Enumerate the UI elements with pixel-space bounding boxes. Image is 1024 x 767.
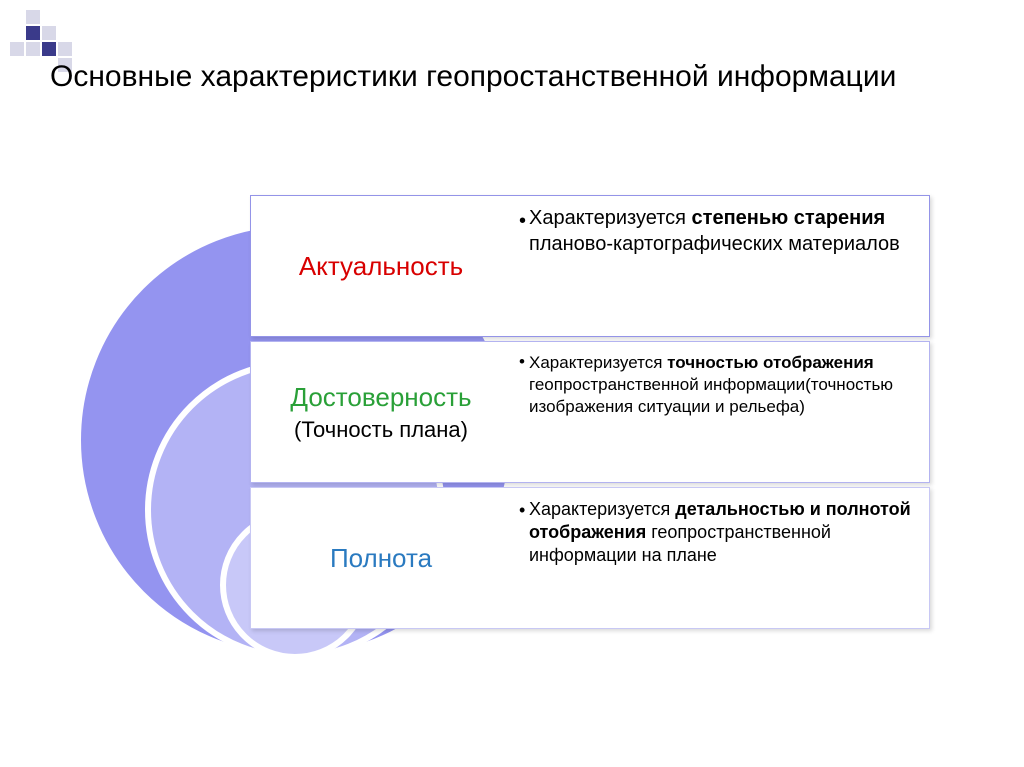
rows-container: Актуальность•Характеризуется степенью ст… bbox=[250, 195, 930, 629]
characteristic-label-cell: Полнота bbox=[251, 488, 511, 628]
bullet-icon: • bbox=[519, 500, 525, 521]
diagram-container: Актуальность•Характеризуется степенью ст… bbox=[90, 160, 930, 650]
characteristic-label: Полнота bbox=[330, 543, 432, 574]
bullet-icon: • bbox=[519, 352, 525, 372]
characteristic-row: Актуальность •Характеризуется степенью ст… bbox=[250, 195, 930, 337]
characteristic-label-cell: Достоверность (Точность плана) bbox=[251, 342, 511, 482]
characteristic-description: Характеризуется степенью старения планов… bbox=[529, 206, 913, 257]
characteristic-description-cell: •Характеризуется степенью старения плано… bbox=[511, 196, 929, 336]
characteristic-row: Достоверность (Точность плана) •Характериз… bbox=[250, 341, 930, 483]
characteristic-row: Полнота •Характеризуется детальностью и п… bbox=[250, 487, 930, 629]
characteristic-sublabel: (Точность плана) bbox=[294, 417, 468, 443]
characteristic-label: Достоверность bbox=[290, 382, 471, 413]
slide-title: Основные характеристики геопростанственн… bbox=[50, 60, 994, 94]
bullet-icon: • bbox=[519, 210, 526, 233]
characteristic-description: Характеризуется точностью отображения ге… bbox=[529, 352, 913, 417]
characteristic-label: Актуальность bbox=[299, 251, 463, 282]
characteristic-description-cell: •Характеризуется точностью отображения г… bbox=[511, 342, 929, 482]
characteristic-label-cell: Актуальность bbox=[251, 196, 511, 336]
characteristic-description-cell: •Характеризуется детальностью и полнотой… bbox=[511, 488, 929, 628]
characteristic-description: Характеризуется детальностью и полнотой … bbox=[529, 498, 913, 567]
